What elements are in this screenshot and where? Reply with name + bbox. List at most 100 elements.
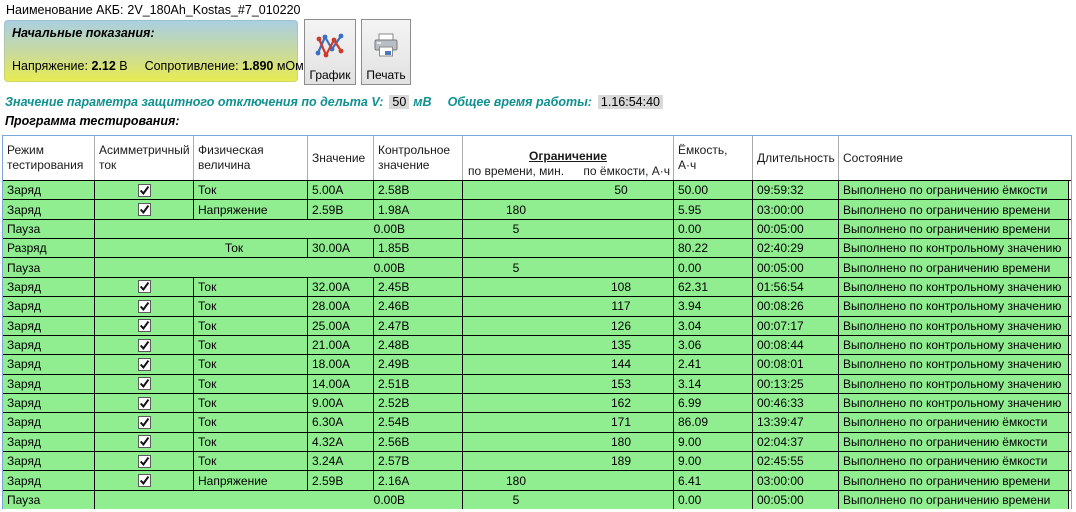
graph-button[interactable]: График (304, 19, 356, 85)
table-row[interactable]: Заряд Ток 6.30А 2.54В 171 86.09 13:39:47 Выполн… (3, 413, 1071, 433)
table-row[interactable]: Заряд Ток 3.24А 2.57В 189 9.00 02:45:55 Выполне… (3, 452, 1071, 472)
cell-value: 5.00А (308, 181, 374, 200)
asym-checkbox[interactable] (137, 415, 151, 429)
initial-readings-values: Напряжение: 2.12 В Сопротивление: 1.890 … (12, 59, 304, 73)
table-row[interactable]: Заряд Ток 25.00А 2.47В 126 3.04 00:07:17 Выполн… (3, 316, 1071, 336)
cell-mode: Заряд (3, 374, 95, 393)
cell-duration: 00:05:00 (753, 219, 839, 239)
cell-limit: 180 (463, 432, 674, 452)
cell-mode: Заряд (3, 355, 95, 374)
program-title: Программа тестирования: (5, 114, 180, 128)
cell-control: 2.47В (374, 316, 463, 335)
table-row[interactable]: Пауза 0.00В 5 0.00 00:05:00 Выполнено по огра… (3, 490, 1071, 510)
cell-value: 21.00А (308, 335, 374, 355)
cell-limit: 5 (463, 258, 674, 277)
cell-control: 2.51В (374, 374, 463, 393)
cell-asym (95, 316, 194, 335)
cell-status: Выполнено по контрольному значению (839, 374, 1069, 393)
table-row[interactable]: Заряд Ток 18.00А 2.49В 144 2.41 00:08:01 Выполн… (3, 355, 1071, 375)
cell-control: 2.54В (374, 413, 463, 432)
total-time-label: Общее время работы: (447, 95, 592, 109)
cell-duration: 00:13:25 (753, 374, 839, 393)
table-row[interactable]: Пауза 0.00В 5 0.00 00:05:00 Выполнено по огра… (3, 219, 1071, 240)
asym-checkbox[interactable] (137, 183, 151, 197)
cell-limit: 5 (463, 219, 674, 239)
delta-v-label: Значение параметра защитного отключения … (5, 95, 384, 109)
voltage-unit: В (119, 59, 128, 73)
cell-value: 14.00А (308, 374, 374, 393)
delta-v-input[interactable]: 50 (389, 95, 410, 109)
asym-checkbox[interactable] (137, 299, 151, 313)
asym-checkbox[interactable] (137, 319, 151, 333)
parameters-line: Значение параметра защитного отключения … (5, 95, 667, 109)
cell-phys: Ток (194, 297, 308, 316)
cell-value: 2.59В (308, 471, 374, 490)
asym-checkbox[interactable] (137, 280, 151, 294)
cell-limit: 171 (463, 413, 674, 432)
table-row[interactable]: Заряд Ток 21.00А 2.48В 135 3.06 00:08:44 Выполн… (3, 335, 1071, 356)
asym-checkbox[interactable] (137, 203, 151, 217)
cell-duration: 00:05:00 (753, 258, 839, 277)
cell-limit-time: 180 (505, 202, 527, 217)
cell-status: Выполнено по ограничению ёмкости (839, 181, 1069, 200)
limit-group-title: Ограничение (529, 149, 607, 163)
cell-status: Выполнено по ограничению ёмкости (839, 452, 1069, 471)
asym-checkbox[interactable] (137, 377, 151, 391)
asym-checkbox[interactable] (137, 357, 151, 371)
col-header-value: Значение (308, 136, 374, 180)
asym-checkbox[interactable] (137, 454, 151, 468)
table-row[interactable]: Заряд Ток 28.00А 2.46В 117 3.94 00:08:26 Выполн… (3, 297, 1071, 317)
cell-duration: 01:56:54 (753, 277, 839, 297)
asym-checkbox[interactable] (137, 435, 151, 449)
cell-limit: 50 (463, 181, 674, 200)
table-row[interactable]: Пауза 0.00В 5 0.00 00:05:00 Выполнено по огра… (3, 258, 1071, 278)
print-button[interactable]: Печать (361, 19, 411, 85)
asym-checkbox[interactable] (137, 396, 151, 410)
cell-status: Выполнено по контрольному значению (839, 277, 1069, 297)
cell-phys: Ток (194, 413, 308, 432)
cell-phys: Ток (194, 277, 308, 297)
table-row[interactable]: Заряд Напряжение 2.59В 1.98А 180 5.95 03:00:00… (3, 200, 1071, 220)
cell-status: Выполнено по ограничению ёмкости (839, 413, 1069, 432)
table-row[interactable]: Заряд Ток 4.32А 2.56В 180 9.00 02:04:37 Выполне… (3, 432, 1071, 453)
printer-icon (371, 23, 401, 68)
table-body: Заряд Ток 5.00А 2.58В 50 50.00 09:59:32 Выполне… (3, 180, 1071, 510)
cell-control: 2.49В (374, 355, 463, 374)
cell-limit-capacity: 135 (610, 338, 632, 353)
table-row[interactable]: Заряд Ток 5.00А 2.58В 50 50.00 09:59:32 Выполне… (3, 181, 1071, 201)
cell-asym (95, 355, 194, 374)
table-row[interactable]: Заряд Ток 14.00А 2.51В 153 3.14 00:13:25 Выполн… (3, 374, 1071, 394)
cell-asym (95, 432, 194, 452)
cell-limit-capacity: 126 (610, 318, 632, 333)
cell-phys: Ток (194, 316, 308, 335)
col-header-limit-time: по времени, мин. (468, 164, 565, 178)
cell-asym (95, 374, 194, 393)
cell-control: 2.57В (374, 452, 463, 471)
table-row[interactable]: Заряд Ток 32.00А 2.45В 108 62.31 01:56:54 Выпол… (3, 277, 1071, 298)
asym-checkbox[interactable] (137, 474, 151, 488)
cell-limit: 189 (463, 452, 674, 471)
table-row[interactable]: Разряд Ток 30.00А 1.85В 80.22 02:40:29 Выполне… (3, 239, 1071, 259)
asym-checkbox[interactable] (137, 338, 151, 352)
table-row[interactable]: Заряд Ток 9.00А 2.52В 162 6.99 00:46:33 Выполне… (3, 393, 1071, 414)
cell-limit-capacity: 171 (610, 415, 632, 430)
cell-duration: 02:40:29 (753, 239, 839, 258)
cell-limit (463, 239, 674, 258)
cell-asym (95, 181, 194, 200)
cell-limit: 135 (463, 335, 674, 355)
cell-limit-capacity: 50 (614, 183, 628, 198)
cell-capacity: 3.14 (674, 374, 753, 393)
cell-phys: Напряжение (194, 471, 308, 490)
cell-value: 25.00А (308, 316, 374, 335)
graph-button-label: График (309, 68, 351, 82)
cell-status: Выполнено по ограничению времени (839, 258, 1069, 277)
cell-control: 1.98А (374, 200, 463, 219)
cell-duration: 09:59:32 (753, 181, 839, 200)
cell-limit-capacity: 189 (610, 454, 632, 469)
cell-status: Выполнено по контрольному значению (839, 335, 1069, 355)
cell-control: 2.52В (374, 393, 463, 413)
cell-limit: 144 (463, 355, 674, 374)
battery-name-value: 2V_180Ah_Kostas_#7_010220 (127, 3, 301, 17)
table-row[interactable]: Заряд Напряжение 2.59В 2.16А 180 6.41 03:00:00… (3, 471, 1071, 491)
cell-capacity: 80.22 (674, 239, 753, 258)
